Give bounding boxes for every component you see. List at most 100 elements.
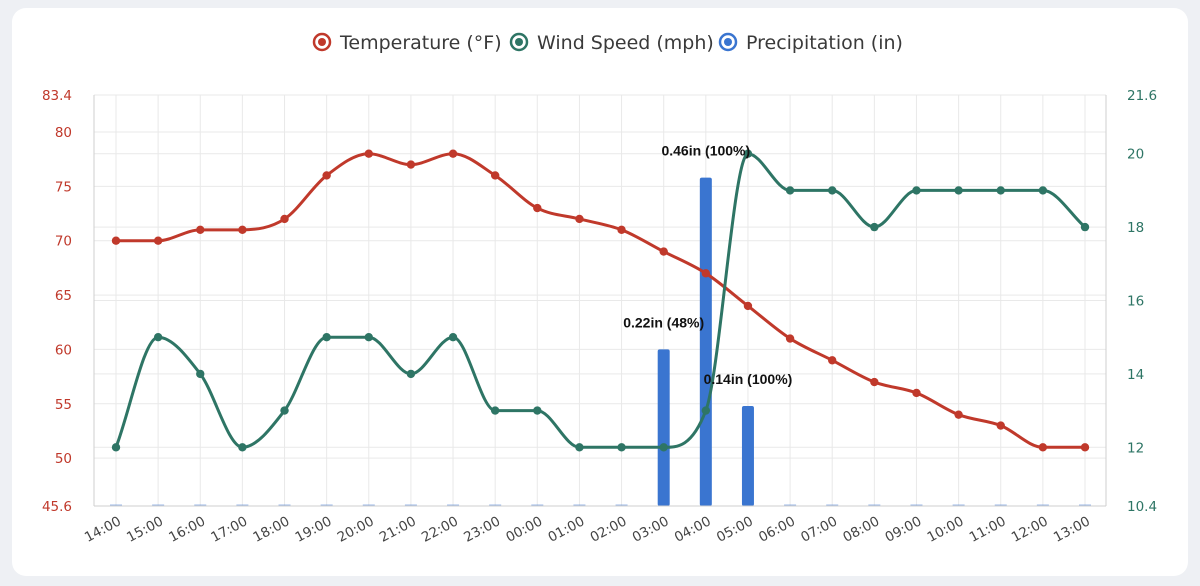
x-tick-label: 13:00 [1051,513,1093,545]
precip-bar-zero [531,504,544,506]
x-tick-label: 17:00 [208,513,250,545]
temperature-point[interactable] [828,356,837,365]
temperature-point[interactable] [280,214,289,224]
x-tick-label: 11:00 [967,513,1009,545]
temperature-point[interactable] [364,149,373,158]
x-tick-label: 05:00 [714,513,756,545]
temperature-point[interactable] [238,225,247,235]
wind-point[interactable] [406,369,416,379]
wind-point[interactable] [364,332,373,342]
temperature-point[interactable] [1038,443,1048,452]
wind-line[interactable] [114,152,1087,449]
wind-point[interactable] [954,186,963,195]
wind-point[interactable] [533,406,542,415]
temperature-point[interactable] [954,410,963,419]
y-right-tick-label: 21.6 [1127,88,1157,104]
y-left-tick-label: 75 [55,179,72,195]
wind-point[interactable] [912,186,921,195]
x-tick-label: 19:00 [293,513,335,545]
precip-bar-label: 0.22in (48%) [623,314,704,330]
wind-point[interactable] [1038,186,1048,195]
x-tick-label: 01:00 [545,513,587,545]
wind-point[interactable] [617,443,626,452]
x-tick-label: 06:00 [756,513,798,545]
y-left-tick-label: 60 [55,342,72,358]
x-tick-label: 07:00 [798,513,840,545]
y-left-tick-label: 65 [55,288,72,304]
x-tick-label: 22:00 [419,513,461,545]
wind-point[interactable] [659,443,668,452]
precip-bar-zero [110,504,122,506]
y-right-tick-label: 14 [1127,367,1144,383]
temperature-point[interactable] [322,171,331,180]
temperature-point[interactable] [196,225,205,235]
precip-bar-zero [489,504,502,506]
x-tick-label: 18:00 [251,513,293,545]
precip-bar-zero [826,504,839,506]
precip-bar-zero [362,504,375,506]
wind-point[interactable] [322,332,331,342]
wind-point[interactable] [111,443,121,452]
precip-bar-zero [868,504,881,506]
chart-grid [94,94,1106,507]
chart-axes: 83.4 80 75 70 65 60 55 50 45.6 21.6 20 18 16 14 12 10.4… [42,88,1157,546]
legend-swatch-dot-wind [515,38,523,46]
temperature-point[interactable] [996,421,1005,430]
temperature-point[interactable] [659,247,668,256]
temperature-point[interactable] [617,225,626,235]
wind-point[interactable] [828,186,837,195]
temperature-point[interactable] [870,377,879,387]
precip-bar-zero [320,504,333,506]
wind-point[interactable] [448,332,458,342]
wind-point[interactable] [870,222,879,232]
temperature-point[interactable] [1080,443,1090,452]
wind-point[interactable] [743,149,753,158]
chart-card [12,8,1188,576]
temperature-point[interactable] [785,334,795,343]
temperature-point[interactable] [743,301,753,311]
temperature-point[interactable] [153,236,163,245]
precip-bar-zero [236,504,249,506]
legend-label-precip[interactable]: Precipitation (in) [746,32,903,54]
wind-point[interactable] [785,186,795,195]
precip-bar-zero [1079,504,1091,506]
wind-point[interactable] [196,369,205,379]
x-tick-label: 23:00 [461,513,503,545]
y-left-tick-label: 50 [55,451,72,467]
precip-bar[interactable] [741,405,754,506]
wind-point[interactable] [701,406,711,415]
temperature-point[interactable] [912,388,921,398]
wind-point[interactable] [575,443,584,452]
legend-label-temperature[interactable]: Temperature (°F) [339,32,502,54]
temperature-point[interactable] [575,214,584,224]
temperature-point[interactable] [111,236,121,245]
legend-label-wind[interactable]: Wind Speed (mph) [537,32,714,54]
precip-bar-zero [447,504,460,506]
precip-bar[interactable] [699,177,712,506]
precip-bar-zero [404,504,417,506]
y-left-tick-label: 70 [55,234,72,250]
y-right-tick-label: 20 [1127,147,1144,163]
precip-bar[interactable] [657,349,670,506]
y-left-tick-label: 80 [55,125,72,141]
wind-point[interactable] [996,186,1005,195]
wind-point[interactable] [1080,222,1090,232]
temperature-point[interactable] [490,171,500,180]
temperature-point[interactable] [406,160,416,169]
wind-point[interactable] [280,406,289,415]
x-tick-label: 20:00 [335,513,377,545]
x-tick-label: 09:00 [882,513,924,545]
wind-point[interactable] [153,332,163,342]
chart-lines: 0.22in (48%) 0.46in (100%) 0.14in (100%) [111,143,1090,452]
wind-point[interactable] [490,406,500,415]
temperature-point[interactable] [701,269,711,278]
wind-point[interactable] [238,443,247,452]
precip-bar-label: 0.14in (100%) [704,371,793,387]
y-right-tick-label: 10.4 [1127,499,1157,515]
temperature-point[interactable] [533,203,542,213]
y-left-tick-label: 45.6 [42,499,72,515]
legend-swatch-dot-temperature [318,38,326,46]
precip-bar-zero [784,504,797,506]
temperature-point[interactable] [448,149,458,158]
y-right-tick-label: 12 [1127,440,1144,456]
